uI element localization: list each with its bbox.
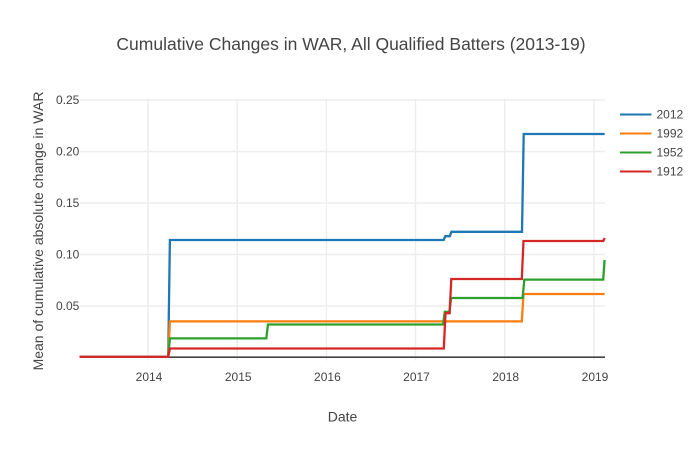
svg-text:0.15: 0.15 — [56, 196, 80, 210]
svg-text:0.05: 0.05 — [56, 299, 80, 313]
svg-text:0.20: 0.20 — [56, 145, 80, 159]
svg-text:1952: 1952 — [657, 146, 684, 160]
svg-text:Mean of cumulative absolute ch: Mean of cumulative absolute change in WA… — [30, 92, 46, 371]
svg-text:1912: 1912 — [657, 165, 684, 179]
svg-text:2012: 2012 — [657, 108, 684, 122]
svg-text:2015: 2015 — [225, 370, 252, 384]
svg-text:2017: 2017 — [403, 370, 430, 384]
svg-text:2019: 2019 — [582, 370, 609, 384]
svg-text:Date: Date — [328, 409, 358, 425]
svg-text:2016: 2016 — [314, 370, 341, 384]
svg-text:0.10: 0.10 — [56, 248, 80, 262]
svg-text:2014: 2014 — [136, 370, 163, 384]
svg-text:0.25: 0.25 — [56, 93, 80, 107]
svg-text:Cumulative Changes in WAR, All: Cumulative Changes in WAR, All Qualified… — [116, 34, 585, 54]
svg-text:2018: 2018 — [492, 370, 519, 384]
svg-text:1992: 1992 — [657, 127, 684, 141]
